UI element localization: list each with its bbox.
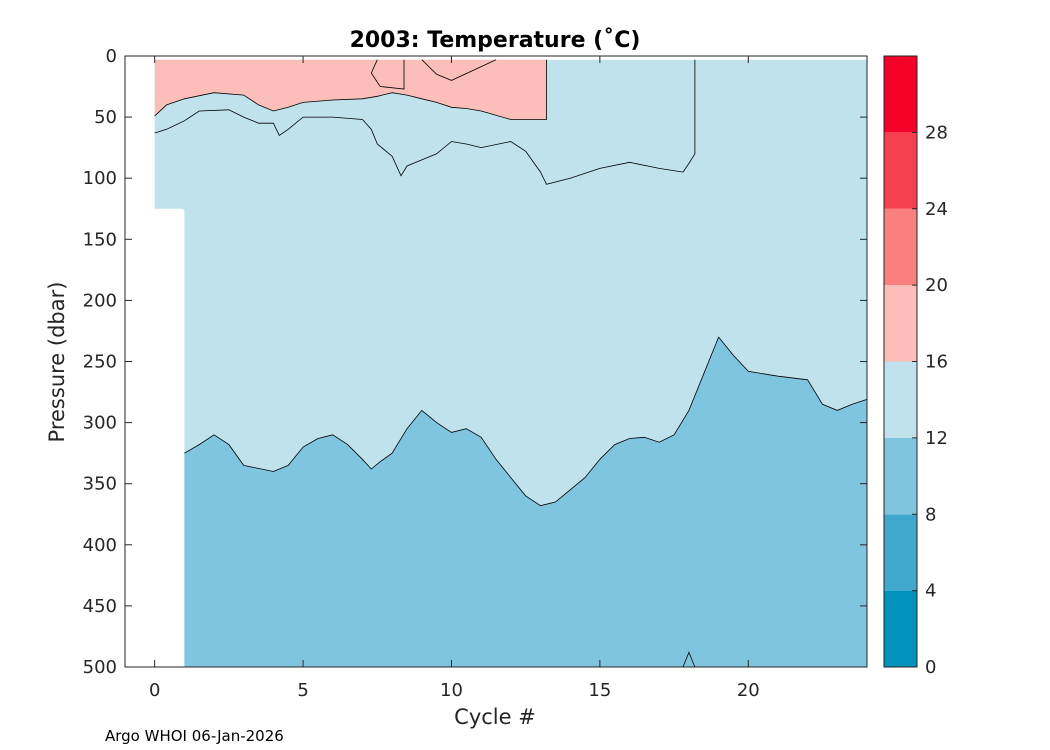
colorbar: 0 4 8 12 16 20 24 28 (883, 55, 948, 678)
y-tick-label: 300 (83, 413, 117, 434)
y-tick-label: 350 (83, 474, 117, 495)
band-8-12 (184, 337, 867, 667)
colorbar-tick-label: 12 (925, 428, 948, 449)
y-tick-label: 200 (83, 290, 117, 311)
x-tick-label: 15 (588, 680, 611, 701)
colorbar-tick-label: 4 (925, 581, 936, 602)
colorbar-swatch (884, 437, 917, 515)
colorbar-tick-label: 28 (925, 122, 948, 143)
contour-closed-loop (682, 651, 696, 668)
y-tick-label: 50 (94, 107, 117, 128)
colorbar-tick-label: 24 (925, 199, 948, 220)
contour-16c-segment (370, 59, 405, 90)
contour-16c (154, 59, 547, 120)
x-tick-label: 10 (440, 680, 463, 701)
x-tick-label: 5 (297, 680, 308, 701)
y-tick-label: 250 (83, 352, 117, 373)
x-tick-label: 0 (149, 680, 160, 701)
colorbar-tick-label: 0 (925, 657, 936, 678)
y-tick-label: 0 (106, 46, 117, 67)
band-16-20 (154, 59, 547, 120)
y-tick-label: 150 (83, 229, 117, 250)
x-tick-label: 20 (737, 680, 760, 701)
colorbar-swatch (884, 132, 917, 209)
y-tick-label: 400 (83, 535, 117, 556)
colorbar-swatch (884, 361, 917, 438)
colorbar-swatch (884, 285, 917, 362)
footer-credit: Argo WHOI 06-Jan-2026 (105, 727, 284, 745)
colorbar-tick-label: 16 (925, 352, 948, 373)
y-tick-label: 100 (83, 168, 117, 189)
y-tick-label: 450 (83, 596, 117, 617)
colorbar-swatch (884, 56, 917, 133)
contour-14c (154, 59, 696, 185)
x-axis-label: Cycle # (454, 705, 536, 729)
y-tick-label: 500 (83, 657, 117, 678)
y-axis-label: Pressure (dbar) (45, 282, 69, 443)
plot-area (124, 55, 868, 668)
contour-16c-segment (421, 59, 497, 81)
colorbar-swatch (884, 208, 917, 286)
chart-title: 2003: Temperature (˚C) (350, 28, 641, 53)
colorbar-swatch (884, 514, 917, 591)
contour-12c (184, 336, 868, 507)
colorbar-tick-label: 8 (925, 504, 936, 525)
colorbar-swatch (884, 590, 917, 667)
colorbar-tick-label: 20 (925, 275, 948, 296)
